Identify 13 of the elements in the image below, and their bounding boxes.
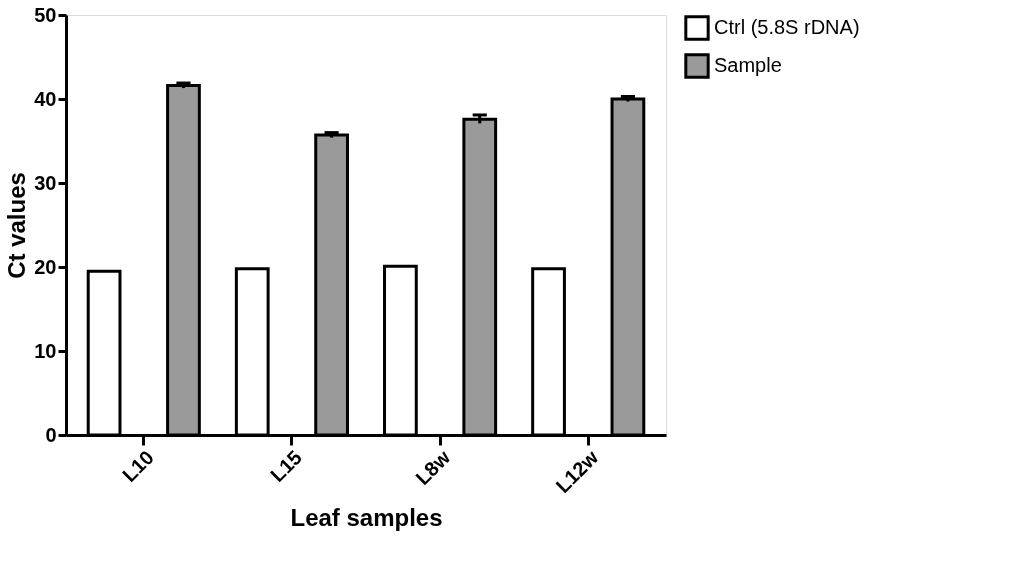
x-axis-title: Leaf samples bbox=[290, 504, 443, 532]
legend-label: Sample bbox=[714, 54, 782, 76]
y-tick-label: 0 bbox=[45, 423, 57, 446]
y-tick-label: 30 bbox=[34, 171, 57, 194]
y-tick-label: 20 bbox=[34, 255, 57, 278]
x-tick-label: L10 bbox=[117, 446, 158, 487]
y-tick-label: 10 bbox=[34, 339, 57, 362]
y-axis-title: Ct values bbox=[3, 172, 31, 279]
x-tick-label: L8w bbox=[411, 445, 455, 490]
y-tick-label: 50 bbox=[34, 3, 57, 26]
y-tick-label: 40 bbox=[34, 87, 57, 110]
legend-label: Ctrl (5.8S rDNA) bbox=[714, 16, 860, 38]
x-tick-label: L15 bbox=[266, 446, 307, 487]
